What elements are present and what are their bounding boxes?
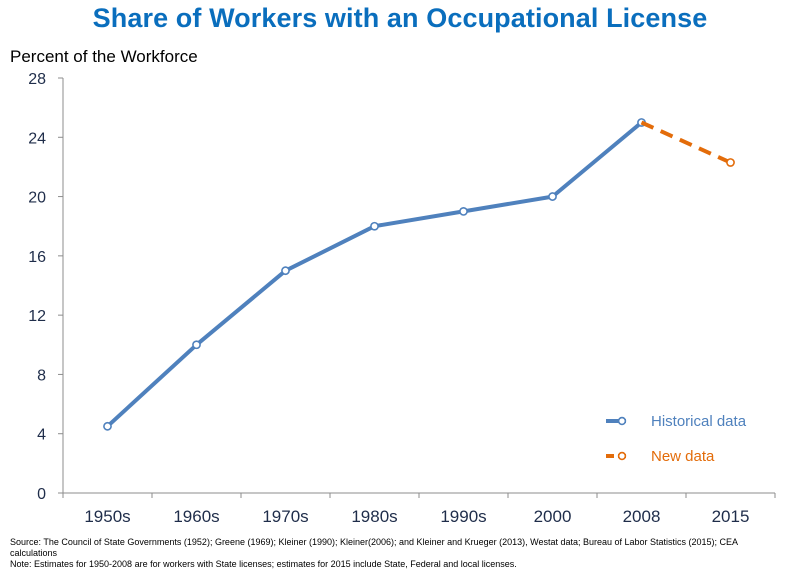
x-tick-label: 2008 — [623, 507, 661, 526]
x-tick-label: 2015 — [712, 507, 750, 526]
historical-data-point — [281, 266, 290, 276]
legend-label: Historical data — [651, 413, 747, 430]
chart-legend: Historical data New data — [606, 413, 747, 465]
historical-data-point — [459, 206, 468, 216]
historical-data-point — [192, 340, 201, 350]
chart-title: Share of Workers with an Occupational Li… — [92, 3, 708, 33]
legend-marker — [617, 451, 627, 461]
historical-data-point — [370, 221, 379, 231]
x-tick-label: 1980s — [351, 507, 397, 526]
historical-data-point — [103, 421, 112, 431]
y-tick-label: 0 — [37, 486, 46, 503]
historical-data-point — [548, 192, 557, 201]
y-tick-label: 28 — [28, 71, 46, 88]
y-tick-label: 24 — [28, 130, 46, 147]
y-tick-label: 12 — [28, 308, 46, 325]
chart-series — [103, 118, 735, 431]
y-tick-label: 20 — [28, 190, 46, 207]
new-data-point — [726, 158, 735, 167]
y-axis-label: Percent of the Workforce — [10, 47, 198, 66]
legend-label: New data — [651, 448, 715, 465]
x-axis-ticks: 1950s 1960s 1970s 1980s 1990s 2000 2008 2015 — [62, 493, 776, 526]
chart-notes: Source: The Council of State Governments… — [10, 537, 785, 570]
y-tick-label: 8 — [37, 367, 46, 384]
chart-axes — [62, 78, 775, 494]
line-chart: 0 4 8 12 16 20 24 28 1950s 1960s 1970s 1980s 1990s 2… — [28, 71, 776, 526]
historical-data-line — [106, 120, 643, 428]
x-tick-label: 1950s — [84, 507, 130, 526]
new-data-line — [640, 120, 732, 165]
y-tick-label: 16 — [28, 249, 46, 266]
y-axis-ticks: 0 4 8 12 16 20 24 28 — [28, 71, 63, 503]
x-tick-label: 1990s — [440, 507, 486, 526]
x-tick-label: 2000 — [534, 507, 572, 526]
legend-marker — [617, 416, 627, 426]
x-tick-label: 1960s — [173, 507, 219, 526]
source-note: Source: The Council of State Governments… — [10, 537, 738, 558]
x-tick-label: 1970s — [262, 507, 308, 526]
y-tick-label: 4 — [37, 427, 46, 444]
footnote: Note: Estimates for 1950-2008 are for wo… — [10, 559, 517, 569]
